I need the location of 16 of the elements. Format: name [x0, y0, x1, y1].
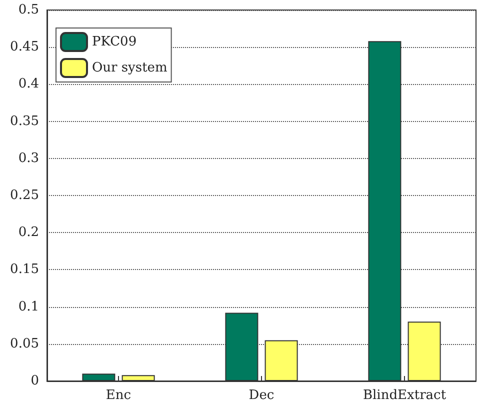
x-tick-label: Dec [248, 388, 274, 403]
y-tick-label: 0.35 [10, 114, 39, 129]
y-tick-label: 0.3 [18, 150, 39, 166]
x-tick-label: Enc [106, 388, 132, 403]
y-tick-label: 0 [30, 374, 39, 388]
y-tick-label: 0.4 [18, 76, 39, 92]
legend-label: PKC09 [92, 34, 137, 50]
legend-label: Our system [92, 60, 168, 76]
y-tick-label: 0.15 [10, 262, 39, 278]
y-tick-label: 0.5 [18, 2, 39, 18]
y-tick-label: 0.25 [10, 188, 39, 203]
y-tick-label: 0.2 [18, 225, 39, 240]
y-tick-label: 0.1 [18, 299, 39, 314]
y-tick-label: 0.05 [10, 336, 39, 352]
x-tick-label: BlindExtract [362, 388, 447, 403]
y-tick-label: 0.45 [10, 40, 39, 55]
